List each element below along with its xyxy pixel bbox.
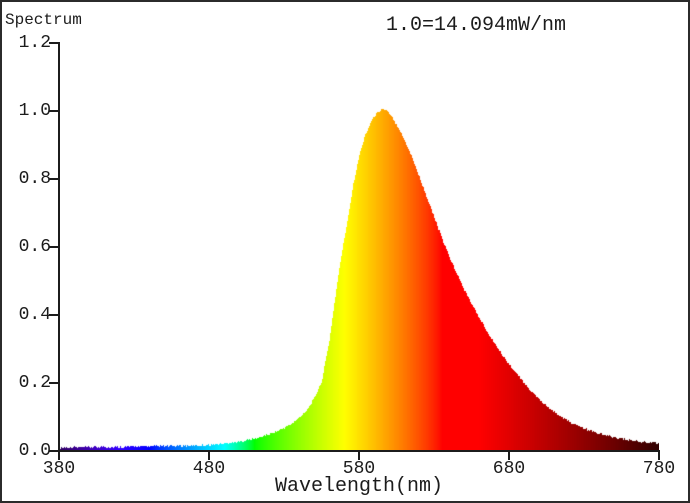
y-tick xyxy=(49,246,59,248)
y-tick-label: 0.6 xyxy=(18,237,51,257)
y-tick xyxy=(49,450,59,452)
x-tick-label: 580 xyxy=(342,459,376,479)
y-tick-label: 0.2 xyxy=(18,373,51,393)
x-axis-line xyxy=(58,450,660,452)
x-tick xyxy=(208,452,210,460)
x-tick xyxy=(658,452,660,460)
x-tick xyxy=(508,452,510,460)
scale-annotation: 1.0=14.094mW/nm xyxy=(386,14,567,37)
x-tick-label: 380 xyxy=(42,459,76,479)
y-tick-label: 1.0 xyxy=(18,101,51,121)
x-tick-label: 680 xyxy=(492,459,526,479)
y-tick xyxy=(49,178,59,180)
x-axis-title: Wavelength(nm) xyxy=(274,475,444,498)
y-tick xyxy=(49,382,59,384)
chart-title: Spectrum xyxy=(5,11,82,29)
spectrum-area-fill xyxy=(59,43,659,450)
x-tick xyxy=(358,452,360,460)
y-tick-label: 1.2 xyxy=(18,33,51,53)
y-axis-line xyxy=(58,42,60,452)
y-tick-label: 0.0 xyxy=(18,441,51,461)
x-tick xyxy=(58,452,60,460)
y-tick xyxy=(49,110,59,112)
y-tick-label: 0.8 xyxy=(18,169,51,189)
x-tick-label: 480 xyxy=(192,459,226,479)
y-tick-label: 0.4 xyxy=(18,305,51,325)
y-tick xyxy=(49,42,59,44)
y-tick xyxy=(49,314,59,316)
x-tick-label: 780 xyxy=(642,459,676,479)
